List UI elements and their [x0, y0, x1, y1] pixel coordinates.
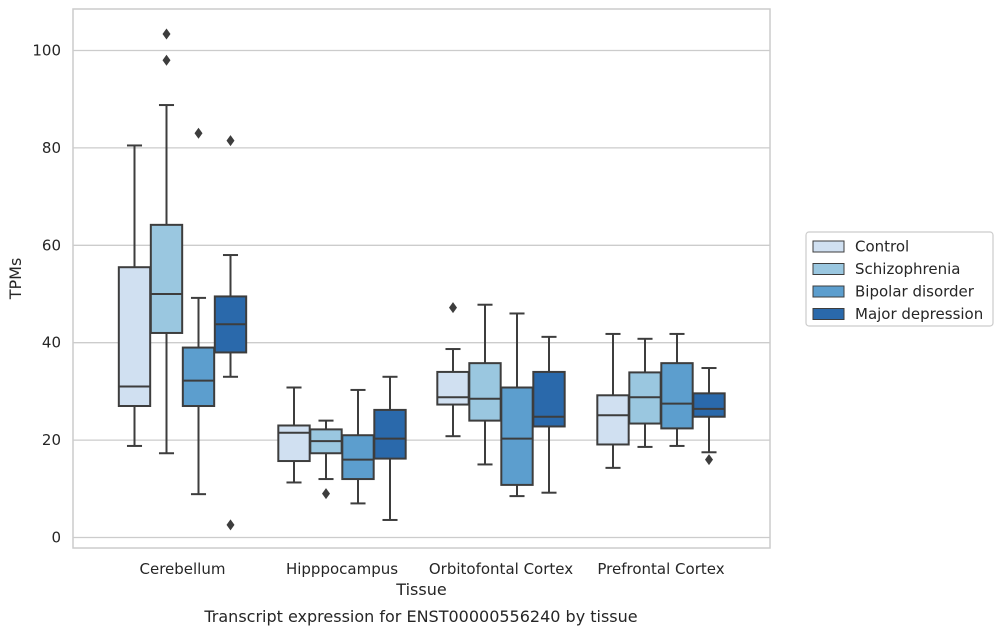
x-tick-label: Orbitofontal Cortex [429, 560, 573, 578]
legend-swatch [812, 308, 845, 320]
box-body [436, 370, 470, 406]
x-tick-label: Hipppocampus [286, 560, 398, 578]
legend-swatch [812, 285, 845, 298]
outlier-point [705, 454, 713, 466]
box [341, 388, 375, 505]
x-tick-label: Prefrontal Cortex [597, 560, 724, 578]
box [309, 419, 343, 500]
y-tick-label: 20 [42, 431, 61, 449]
box [628, 337, 662, 448]
legend-item: Schizophrenia [812, 260, 960, 278]
legend-item: Major depression [812, 305, 983, 323]
box [692, 367, 726, 466]
box-body [468, 362, 502, 422]
box-body [596, 394, 630, 446]
gridlines [73, 49, 770, 539]
legend-frame [805, 231, 994, 327]
box-body [532, 370, 566, 428]
legend-label: Schizophrenia [855, 260, 960, 278]
box [181, 127, 216, 496]
series-bipolar-disorder [181, 127, 694, 505]
box [117, 144, 152, 447]
x-tick-label: Cerebellum [140, 560, 226, 578]
box-body [277, 424, 311, 463]
y-axis-ticks: 0 20 40 60 80 100 [32, 42, 61, 547]
y-axis-label: TPMs [6, 258, 25, 301]
outlier-point [449, 302, 457, 314]
legend-item: Control [812, 238, 909, 256]
box [277, 386, 311, 484]
x-axis-label: Tissue [395, 580, 446, 599]
legend-label: Major depression [855, 305, 983, 323]
legend: Control Schizophrenia Bipolar disorder Majo… [805, 231, 994, 327]
box [373, 375, 407, 521]
box [436, 302, 470, 438]
box [468, 303, 502, 466]
y-tick-label: 100 [32, 42, 61, 60]
legend-swatch [812, 240, 845, 253]
legend-label: Bipolar disorder [855, 283, 975, 301]
box [596, 332, 630, 469]
box [532, 335, 566, 494]
box [660, 332, 694, 447]
y-tick-label: 40 [42, 334, 61, 352]
outlier-point [162, 28, 171, 40]
box-plot-series [117, 28, 726, 531]
box [213, 135, 248, 531]
legend-label: Control [855, 238, 909, 256]
box-body [660, 362, 694, 430]
outlier-point [162, 54, 171, 66]
box-body [373, 408, 407, 460]
box-body [117, 266, 152, 408]
box-body [341, 434, 375, 481]
box-body [692, 392, 726, 418]
outlier-point [226, 519, 235, 531]
legend-swatch [812, 263, 845, 275]
chart-caption: Transcript expression for ENST0000055624… [203, 607, 637, 626]
y-tick-label: 80 [42, 139, 61, 157]
box [500, 312, 534, 498]
outlier-point [322, 488, 330, 500]
legend-item: Bipolar disorder [812, 283, 975, 301]
y-tick-label: 0 [51, 529, 61, 547]
box [149, 28, 184, 455]
box-body [149, 223, 184, 334]
outlier-point [194, 127, 203, 139]
box-body [500, 386, 534, 486]
x-axis-ticks: Cerebellum Hipppocampus Orbitofontal Corte… [140, 560, 725, 578]
series-major-depression [213, 135, 726, 531]
box-body [181, 346, 216, 408]
outlier-point [226, 135, 235, 147]
y-tick-label: 60 [42, 236, 61, 254]
plot-area-frame [72, 8, 771, 549]
